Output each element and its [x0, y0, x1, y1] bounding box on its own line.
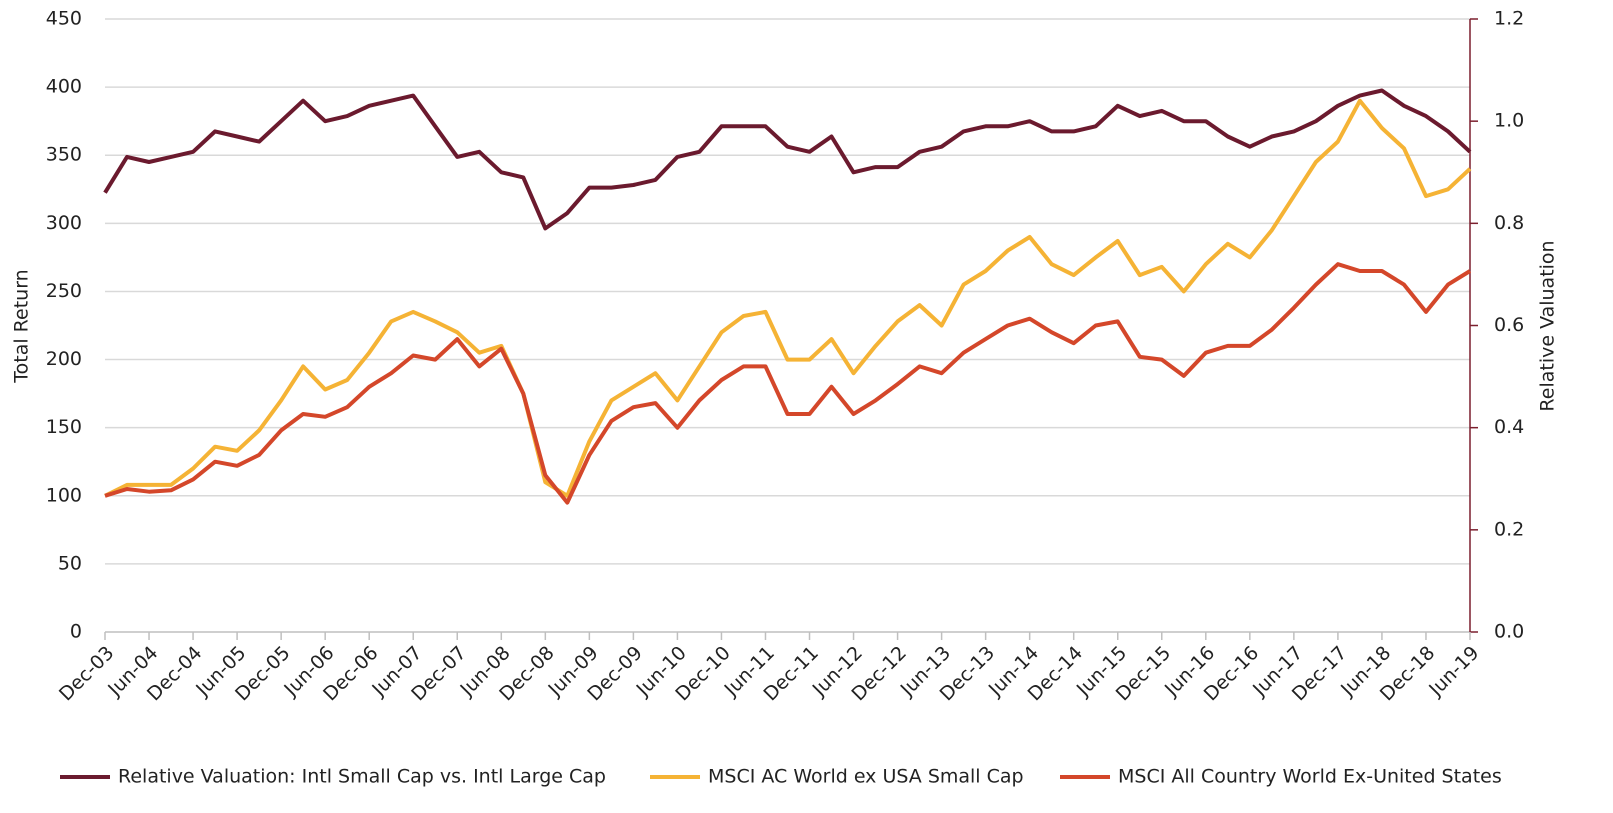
y-tick-label: 50 [58, 552, 82, 574]
series-line [104, 98, 1472, 498]
y2-tick-label: 1.2 [1494, 8, 1524, 30]
y-tick-label: 350 [46, 144, 82, 166]
y-tick-label: 0 [70, 621, 82, 643]
series-line [103, 88, 1472, 231]
y-tick-label: 200 [46, 348, 82, 370]
y2-axis-title: Relative Valuation [1537, 240, 1559, 411]
y2-tick-label: 0.6 [1494, 314, 1524, 336]
y2-tick-label: 0.2 [1494, 518, 1524, 540]
legend-label: MSCI AC World ex USA Small Cap [708, 766, 1024, 788]
y2-tick-label: 0.0 [1494, 621, 1524, 643]
y-tick-label: 250 [46, 280, 82, 302]
y-tick-label: 400 [46, 76, 82, 98]
y-tick-label: 300 [46, 212, 82, 234]
y-tick-label: 150 [46, 416, 82, 438]
y2-tick-label: 0.4 [1494, 416, 1524, 438]
x-tick-label: Dec-03 [55, 642, 119, 706]
y2-tick-label: 1.0 [1494, 110, 1524, 132]
y-tick-label: 450 [46, 8, 82, 30]
legend-label: MSCI All Country World Ex-United States [1118, 766, 1502, 788]
legend-label: Relative Valuation: Intl Small Cap vs. I… [118, 766, 606, 788]
y-axis-title: Total Return [11, 269, 33, 383]
series-line [104, 262, 1472, 505]
y-tick-label: 100 [46, 484, 82, 506]
y2-tick-label: 0.8 [1494, 212, 1524, 234]
x-tick-label: Jun-19 [1424, 642, 1483, 701]
